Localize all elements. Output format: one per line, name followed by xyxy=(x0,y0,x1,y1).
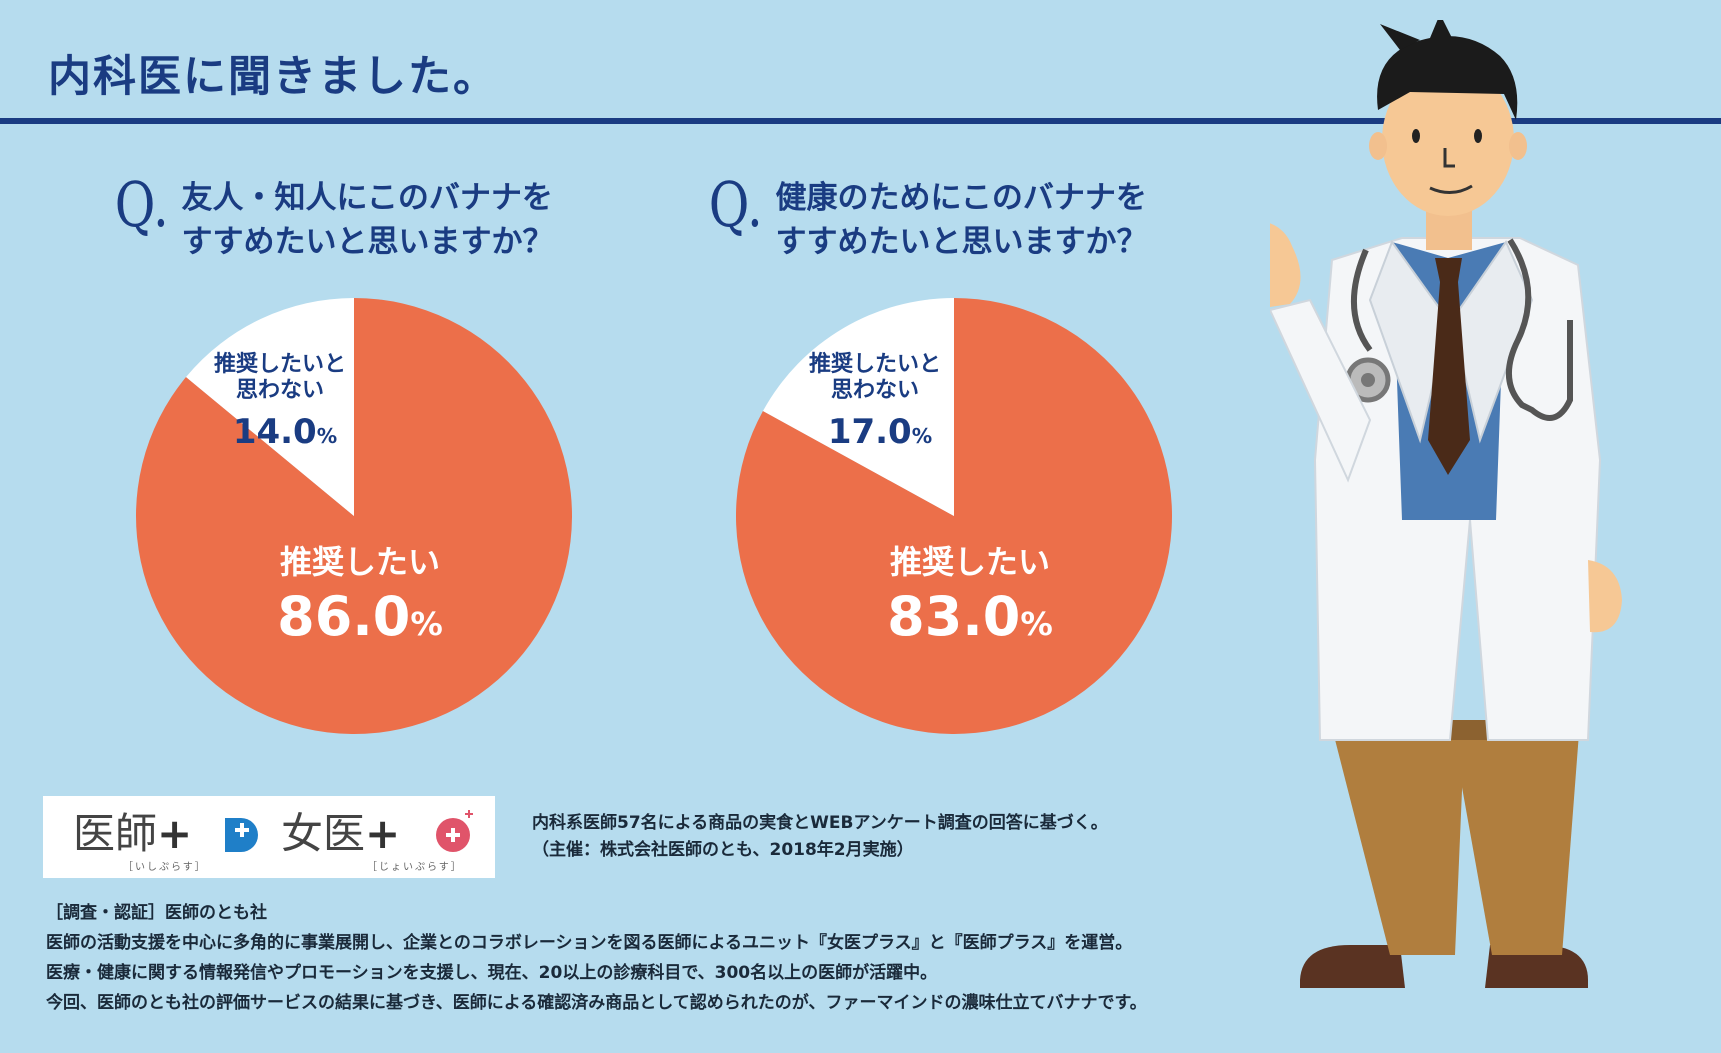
pie-2-minor-value: 17.0% xyxy=(815,412,945,452)
title-rule xyxy=(0,118,1721,124)
question-2-line1: 健康のためにこのバナナを xyxy=(775,180,1147,216)
pie-1-minor-number: 14.0 xyxy=(232,412,317,452)
pie-2-main-value: 83.0% xyxy=(870,585,1070,648)
ishi-plus-logo: 医師+ xyxy=(73,800,192,861)
question-2: Q. 健康のためにこのバナナを すすめたいと思いますか？ xyxy=(702,168,1148,264)
footer-line-3: 今回、医師のとも社の評価サービスの結果に基づき、医師による確認済み商品として認め… xyxy=(46,993,1147,1013)
pie-1-main-number: 86.0 xyxy=(277,585,411,648)
pie-chart-1 xyxy=(135,298,572,734)
pie-1-main-value: 86.0% xyxy=(260,585,460,648)
page-title: 内科医に聞きました。 xyxy=(48,52,498,102)
pie-1-minor-label-line1: 推奨したいと xyxy=(213,352,346,377)
joi-plus-logo-name: 女医 xyxy=(281,809,366,858)
question-1-text: 友人・知人にこのバナナを すすめたいと思いますか？ xyxy=(181,176,553,264)
pie-2-minor-label-line1: 推奨したいと xyxy=(808,352,941,377)
footer-line-2: 医療・健康に関する情報発信やプロモーションを支援し、現在、20以上の診療科目で、… xyxy=(46,963,938,983)
ishi-plus-badge-icon xyxy=(225,818,258,852)
left-shoe-icon xyxy=(1300,945,1405,988)
question-2-line2: すすめたいと思いますか？ xyxy=(775,224,1148,260)
joi-plus-logo: 女医+ xyxy=(281,800,400,861)
logo-box: 医師+ ［いしぷらす］ 女医+ ［じょいぷらす］ xyxy=(43,796,495,878)
pie-1-slice-1 xyxy=(135,298,572,734)
survey-note-line2: （主催：株式会社医師のとも、2018年2月実施） xyxy=(532,840,914,860)
question-1-line1: 友人・知人にこのバナナを xyxy=(181,180,553,216)
footer: ［調査・認証］医師のとも社 医師の活動支援を中心に多角的に事業展開し、企業とのコ… xyxy=(46,898,1147,1018)
hair xyxy=(1377,36,1518,120)
hand-icon xyxy=(1270,223,1301,307)
pie-2-minor-label-line2: 思わない xyxy=(830,378,919,403)
pie-2-minor-label: 推奨したいと 思わない xyxy=(795,352,955,404)
footer-line-1: 医師の活動支援を中心に多角的に事業展開し、企業とのコラボレーションを図る医師によ… xyxy=(46,933,1133,953)
left-leg xyxy=(1330,720,1465,955)
survey-note: 内科系医師57名による商品の実食とWEBアンケート調査の回答に基づく。 （主催：… xyxy=(532,810,1108,864)
pie-chart-2 xyxy=(736,298,1172,734)
pie-2-main-unit: % xyxy=(1020,605,1053,643)
pie-1-main-label: 推奨したい xyxy=(279,543,440,581)
pie-1-minor-label: 推奨したいと 思わない xyxy=(200,352,360,404)
plus-icon: + xyxy=(365,809,401,858)
ishi-plus-reading: ［いしぷらす］ xyxy=(123,862,207,873)
pie-1-minor-value: 14.0% xyxy=(220,412,350,452)
pie-2-slice-2 xyxy=(762,298,954,516)
question-1-line2: すすめたいと思いますか？ xyxy=(181,224,554,260)
pie-2-main-number: 83.0 xyxy=(887,585,1021,648)
question-2-mark: Q. xyxy=(708,168,763,241)
head xyxy=(1382,64,1514,216)
tie xyxy=(1428,258,1470,475)
footer-heading: ［調査・認証］医師のとも社 xyxy=(46,903,267,923)
doctor-illustration xyxy=(1270,20,1622,988)
pie-2-minor-unit: % xyxy=(911,424,933,448)
survey-note-line1: 内科系医師57名による商品の実食とWEBアンケート調査の回答に基づく。 xyxy=(532,813,1108,833)
joi-plus-reading: ［じょいぷらす］ xyxy=(367,862,463,873)
ishi-plus-logo-name: 医師 xyxy=(73,809,158,858)
plus-icon: + xyxy=(157,809,193,858)
joi-plus-badge-icon xyxy=(436,810,473,852)
pie-2-main-label: 推奨したい xyxy=(889,543,1050,581)
pie-1-minor-label-line2: 思わない xyxy=(235,378,324,403)
question-2-text: 健康のためにこのバナナを すすめたいと思いますか？ xyxy=(775,176,1147,264)
pie-1-slice-2 xyxy=(186,298,354,516)
question-1-mark: Q. xyxy=(114,168,169,241)
right-leg xyxy=(1450,720,1580,955)
right-shoe-icon xyxy=(1485,945,1588,988)
pie-1-main-unit: % xyxy=(410,605,443,643)
pie-2-minor-number: 17.0 xyxy=(827,412,912,452)
pie-1-minor-unit: % xyxy=(316,424,338,448)
question-1: Q. 友人・知人にこのバナナを すすめたいと思いますか？ xyxy=(108,168,554,264)
